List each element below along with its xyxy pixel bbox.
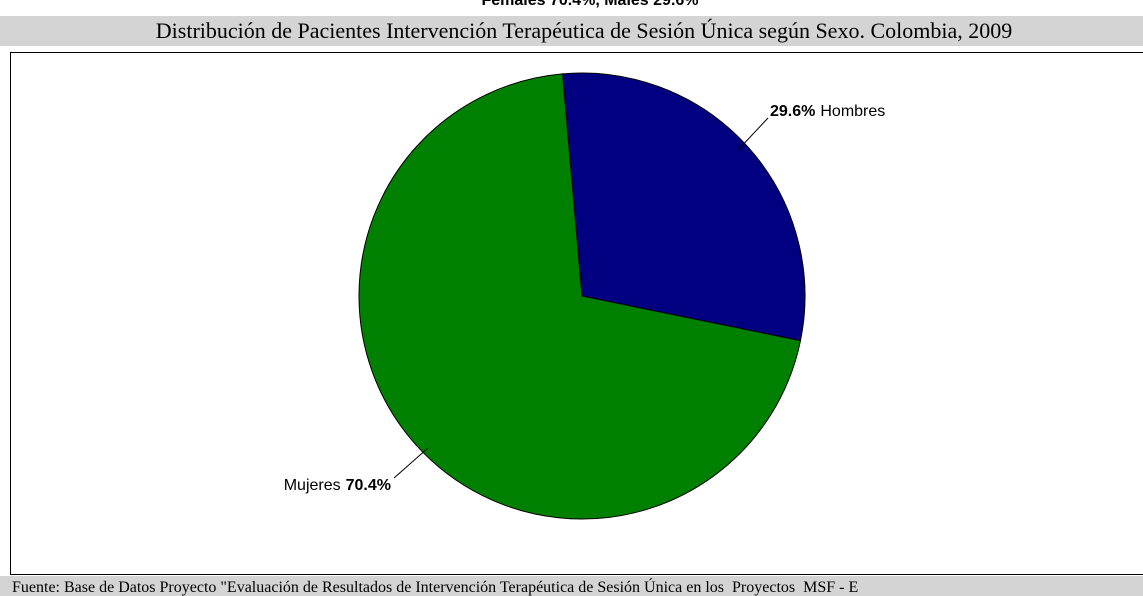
slice-label: 29.6% Hombres (770, 103, 885, 120)
title-band (0, 16, 1143, 46)
leader-line (393, 447, 429, 479)
pie (358, 72, 806, 520)
slice-value-label: 29.6% (770, 103, 815, 120)
source-band (0, 576, 1143, 596)
chart-title: Distribución de Pacientes Intervención T… (156, 18, 1012, 43)
leader-line (737, 117, 769, 151)
pie-slice (358, 73, 802, 520)
slice-category: Hombres (820, 103, 885, 120)
heading: Females 70.4%, Males 29.6% (481, 0, 698, 9)
slice-label: Mujeres 70.4% (284, 477, 391, 494)
source: Fuente: Base de Datos Proyecto "Evaluaci… (12, 577, 858, 596)
pie-slice (562, 72, 806, 342)
slice-value-label: 70.4% (346, 477, 391, 494)
slice-category: Mujeres (284, 477, 341, 494)
